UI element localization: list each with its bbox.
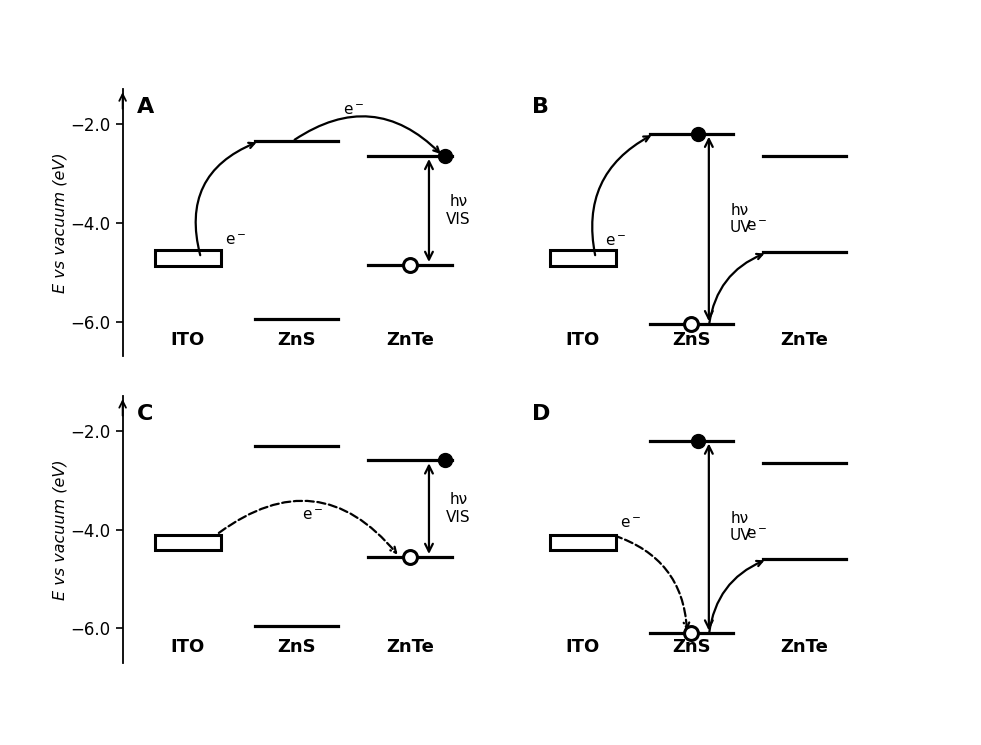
Text: ZnTe: ZnTe	[781, 331, 829, 349]
Text: hν
UV: hν UV	[729, 203, 751, 235]
Y-axis label: E vs vacuum (eV): E vs vacuum (eV)	[53, 460, 68, 600]
Text: hν
VIS: hν VIS	[446, 194, 471, 226]
Bar	[155, 250, 221, 266]
Text: e$^-$: e$^-$	[301, 508, 323, 523]
Y-axis label: E vs vacuum (eV): E vs vacuum (eV)	[53, 153, 68, 293]
Text: ZnTe: ZnTe	[781, 638, 829, 656]
Text: e$^-$: e$^-$	[746, 527, 767, 542]
Text: ITO: ITO	[565, 638, 599, 656]
Text: ZnS: ZnS	[278, 331, 316, 349]
Text: C: C	[137, 405, 154, 424]
Text: ZnTe: ZnTe	[386, 331, 434, 349]
Text: e$^-$: e$^-$	[342, 103, 364, 118]
Text: e$^-$: e$^-$	[620, 516, 642, 531]
Text: ZnS: ZnS	[672, 331, 711, 349]
Text: hν
VIS: hν VIS	[446, 492, 471, 524]
Text: e$^-$: e$^-$	[605, 234, 627, 249]
Text: ITO: ITO	[565, 331, 599, 349]
Text: hν
UV: hν UV	[729, 511, 751, 543]
Text: ZnTe: ZnTe	[386, 638, 434, 656]
Text: ITO: ITO	[171, 331, 205, 349]
Bar	[155, 535, 221, 551]
Text: A: A	[137, 98, 154, 118]
Text: B: B	[532, 98, 549, 118]
Text: e$^-$: e$^-$	[746, 219, 767, 234]
Text: ITO: ITO	[171, 638, 205, 656]
Bar	[549, 250, 616, 266]
Text: D: D	[532, 405, 550, 424]
Text: ZnS: ZnS	[278, 638, 316, 656]
Bar	[549, 535, 616, 551]
Text: ZnS: ZnS	[672, 638, 711, 656]
Text: e$^-$: e$^-$	[225, 233, 246, 248]
